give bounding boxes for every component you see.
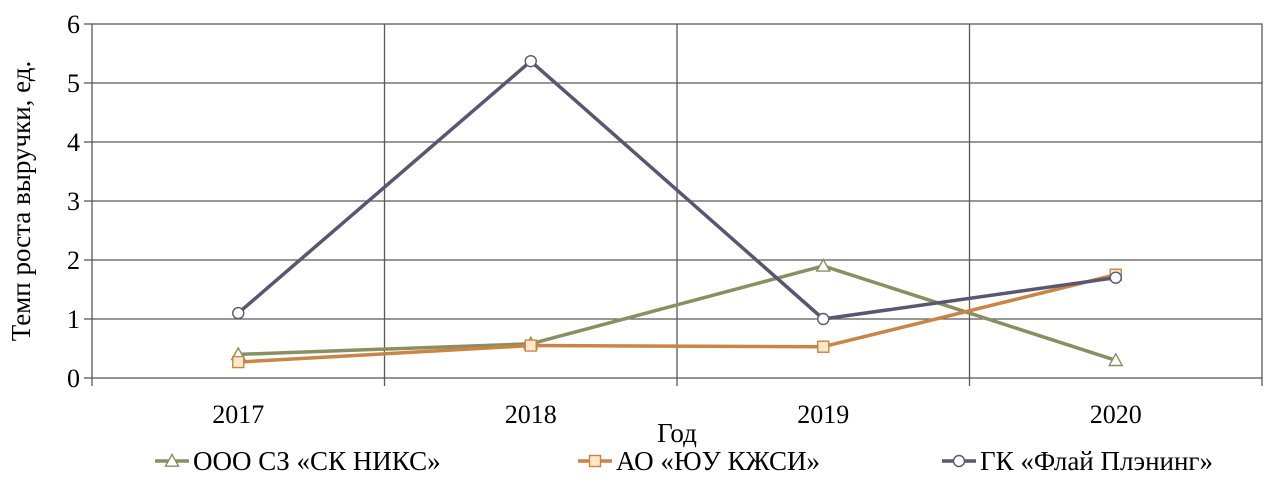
data-point bbox=[1109, 271, 1122, 284]
series-3 bbox=[232, 54, 1122, 326]
legend-marker bbox=[952, 454, 966, 468]
legend-label: ООО СЗ «СК НИКС» bbox=[193, 446, 441, 476]
x-tick-label: 2020 bbox=[1090, 400, 1142, 429]
y-axis-title: Темп роста выручки, ед. bbox=[6, 61, 36, 342]
legend-label: ГК «Флай Плэнинг» bbox=[980, 446, 1213, 476]
legend-marker bbox=[588, 454, 602, 468]
y-tick-label: 4 bbox=[67, 128, 80, 157]
legend-label: АО «ЮУ КЖСИ» bbox=[616, 446, 820, 476]
data-point bbox=[817, 340, 830, 353]
series-layer bbox=[230, 54, 1124, 369]
data-point bbox=[817, 312, 830, 326]
y-tick-label: 5 bbox=[67, 69, 80, 98]
legend-marker bbox=[164, 453, 180, 467]
axes: 0 1 2 3 4 5 6 2017 2018 2019 2020 bbox=[67, 10, 1263, 429]
y-tick-label: 0 bbox=[67, 364, 80, 393]
x-tick-label: 2017 bbox=[212, 400, 264, 429]
data-point bbox=[232, 306, 245, 320]
x-tick-label: 2018 bbox=[505, 400, 557, 429]
data-point bbox=[232, 355, 245, 369]
y-tick-label: 6 bbox=[67, 10, 80, 39]
x-axis-title: Год bbox=[657, 418, 697, 448]
data-point bbox=[524, 339, 537, 352]
legend: ООО СЗ «СК НИКС» АО «ЮУ КЖСИ» ГК «Флай Плэ… bbox=[155, 446, 1213, 476]
data-point bbox=[815, 257, 831, 272]
x-tick-label: 2019 bbox=[797, 400, 849, 429]
y-tick-label: 1 bbox=[67, 305, 80, 334]
data-point bbox=[1108, 352, 1124, 367]
legend-item-3: ГК «Флай Плэнинг» bbox=[942, 446, 1213, 476]
grid bbox=[91, 23, 1263, 379]
legend-item-1: ООО СЗ «СК НИКС» bbox=[155, 446, 441, 476]
series-line bbox=[238, 273, 1117, 364]
legend-item-2: АО «ЮУ КЖСИ» bbox=[578, 446, 820, 476]
data-point bbox=[524, 54, 537, 68]
y-tick-label: 3 bbox=[67, 187, 80, 216]
y-tick-label: 2 bbox=[67, 246, 80, 275]
labels: Темп роста выручки, ед. Год bbox=[6, 61, 697, 448]
series-line bbox=[237, 59, 1116, 321]
series-line bbox=[238, 264, 1117, 362]
